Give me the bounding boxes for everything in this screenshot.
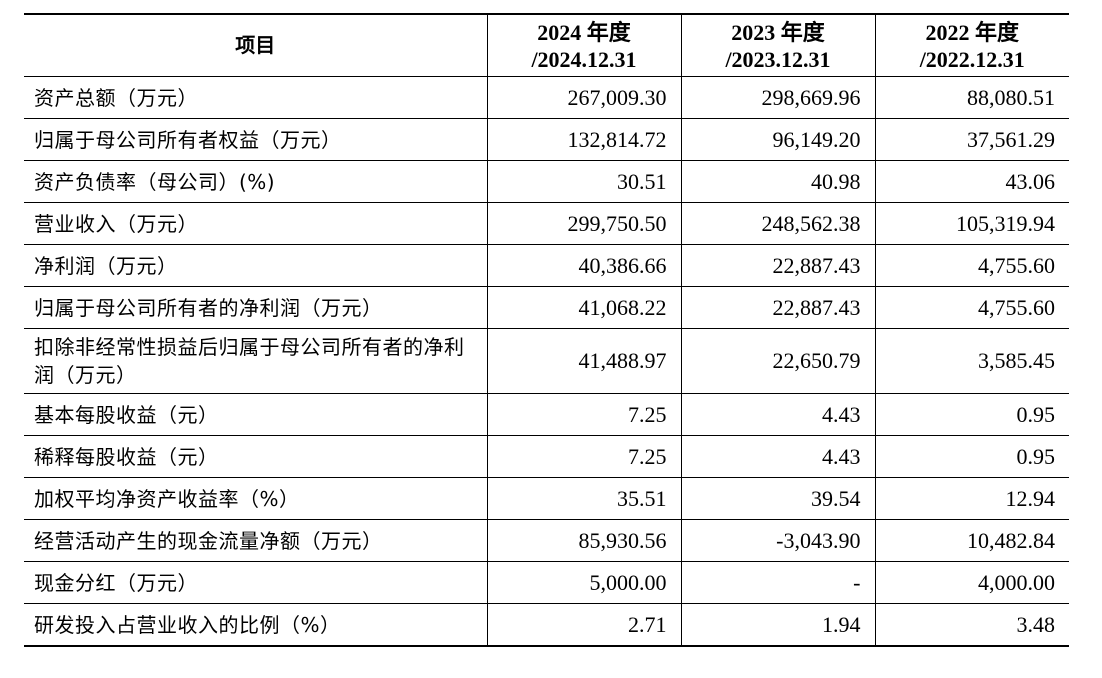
table-row: 现金分红（万元） 5,000.00 - 4,000.00 [24,561,1069,604]
cell-2024: 299,750.50 [486,202,681,245]
header-item: 项目 [24,14,487,77]
table-row: 经营活动产生的现金流量净额（万元） 85,930.56 -3,043.90 10… [24,519,1069,562]
cell-2023: 40.98 [680,160,875,203]
cell-2022: 105,319.94 [874,202,1069,245]
cell-2023: 22,887.43 [680,286,875,329]
cell-2022: 3,585.45 [874,328,1069,394]
cell-2023: 4.43 [680,393,875,436]
table-row: 归属于母公司所有者权益（万元） 132,814.72 96,149.20 37,… [24,118,1069,161]
header-date: /2024.12.31 [531,46,637,72]
header-year: 2022 年度 [925,19,1019,45]
cell-2023: 4.43 [680,435,875,478]
table-row: 研发投入占营业收入的比例（%） 2.71 1.94 3.48 [24,603,1069,647]
cell-2022: 88,080.51 [874,76,1069,119]
table-row: 基本每股收益（元） 7.25 4.43 0.95 [24,393,1069,436]
cell-2023: -3,043.90 [680,519,875,562]
cell-2024: 132,814.72 [486,118,681,161]
row-label: 研发投入占营业收入的比例（%） [24,603,487,647]
cell-2023: 22,650.79 [680,328,875,394]
row-label: 基本每股收益（元） [24,393,487,436]
cell-2024: 41,488.97 [486,328,681,394]
cell-2023: 22,887.43 [680,244,875,287]
header-col-2024: 2024 年度 /2024.12.31 [486,14,681,77]
cell-2022: 4,755.60 [874,244,1069,287]
table-row: 扣除非经常性损益后归属于母公司所有者的净利润（万元） 41,488.97 22,… [24,328,1069,394]
cell-2022: 4,000.00 [874,561,1069,604]
header-col-2022: 2022 年度 /2022.12.31 [874,14,1069,77]
cell-2024: 2.71 [486,603,681,647]
table-row: 稀释每股收益（元） 7.25 4.43 0.95 [24,435,1069,478]
cell-2023: 298,669.96 [680,76,875,119]
row-label: 归属于母公司所有者的净利润（万元） [24,286,487,329]
cell-2023: 39.54 [680,477,875,520]
cell-2024: 30.51 [486,160,681,203]
cell-2023: - [680,561,875,604]
cell-2022: 10,482.84 [874,519,1069,562]
cell-2022: 37,561.29 [874,118,1069,161]
row-label: 资产负债率（母公司）(%) [24,160,487,203]
cell-2022: 12.94 [874,477,1069,520]
cell-2024: 41,068.22 [486,286,681,329]
cell-2022: 3.48 [874,603,1069,647]
header-date: /2022.12.31 [919,46,1025,72]
row-label: 资产总额（万元） [24,76,487,119]
cell-2022: 4,755.60 [874,286,1069,329]
row-label: 营业收入（万元） [24,202,487,245]
cell-2024: 35.51 [486,477,681,520]
cell-2024: 7.25 [486,393,681,436]
cell-2024: 40,386.66 [486,244,681,287]
row-label: 现金分红（万元） [24,561,487,604]
cell-2023: 96,149.20 [680,118,875,161]
table-row: 资产总额（万元） 267,009.30 298,669.96 88,080.51 [24,76,1069,119]
header-col-2023: 2023 年度 /2023.12.31 [680,14,875,77]
cell-2022: 43.06 [874,160,1069,203]
table-row: 营业收入（万元） 299,750.50 248,562.38 105,319.9… [24,202,1069,245]
cell-2024: 85,930.56 [486,519,681,562]
table-row: 净利润（万元） 40,386.66 22,887.43 4,755.60 [24,244,1069,287]
row-label: 净利润（万元） [24,244,487,287]
cell-2024: 267,009.30 [486,76,681,119]
table-row: 归属于母公司所有者的净利润（万元） 41,068.22 22,887.43 4,… [24,286,1069,329]
cell-2023: 248,562.38 [680,202,875,245]
header-year: 2023 年度 [731,19,825,45]
cell-2024: 5,000.00 [486,561,681,604]
cell-2022: 0.95 [874,393,1069,436]
table-row: 资产负债率（母公司）(%) 30.51 40.98 43.06 [24,160,1069,203]
row-label: 稀释每股收益（元） [24,435,487,478]
cell-2024: 7.25 [486,435,681,478]
row-label: 归属于母公司所有者权益（万元） [24,118,487,161]
cell-2022: 0.95 [874,435,1069,478]
row-label: 扣除非经常性损益后归属于母公司所有者的净利润（万元） [24,328,487,394]
cell-2023: 1.94 [680,603,875,647]
header-date: /2023.12.31 [725,46,831,72]
header-row: 项目 2024 年度 /2024.12.31 2023 年度 /2023.12.… [24,14,1069,77]
table-row: 加权平均净资产收益率（%） 35.51 39.54 12.94 [24,477,1069,520]
financial-summary-table: 项目 2024 年度 /2024.12.31 2023 年度 /2023.12.… [24,13,1069,647]
row-label: 加权平均净资产收益率（%） [24,477,487,520]
table-header: 项目 2024 年度 /2024.12.31 2023 年度 /2023.12.… [24,14,1069,77]
row-label: 经营活动产生的现金流量净额（万元） [24,519,487,562]
header-year: 2024 年度 [537,19,631,45]
table-body: 资产总额（万元） 267,009.30 298,669.96 88,080.51… [24,76,1069,647]
